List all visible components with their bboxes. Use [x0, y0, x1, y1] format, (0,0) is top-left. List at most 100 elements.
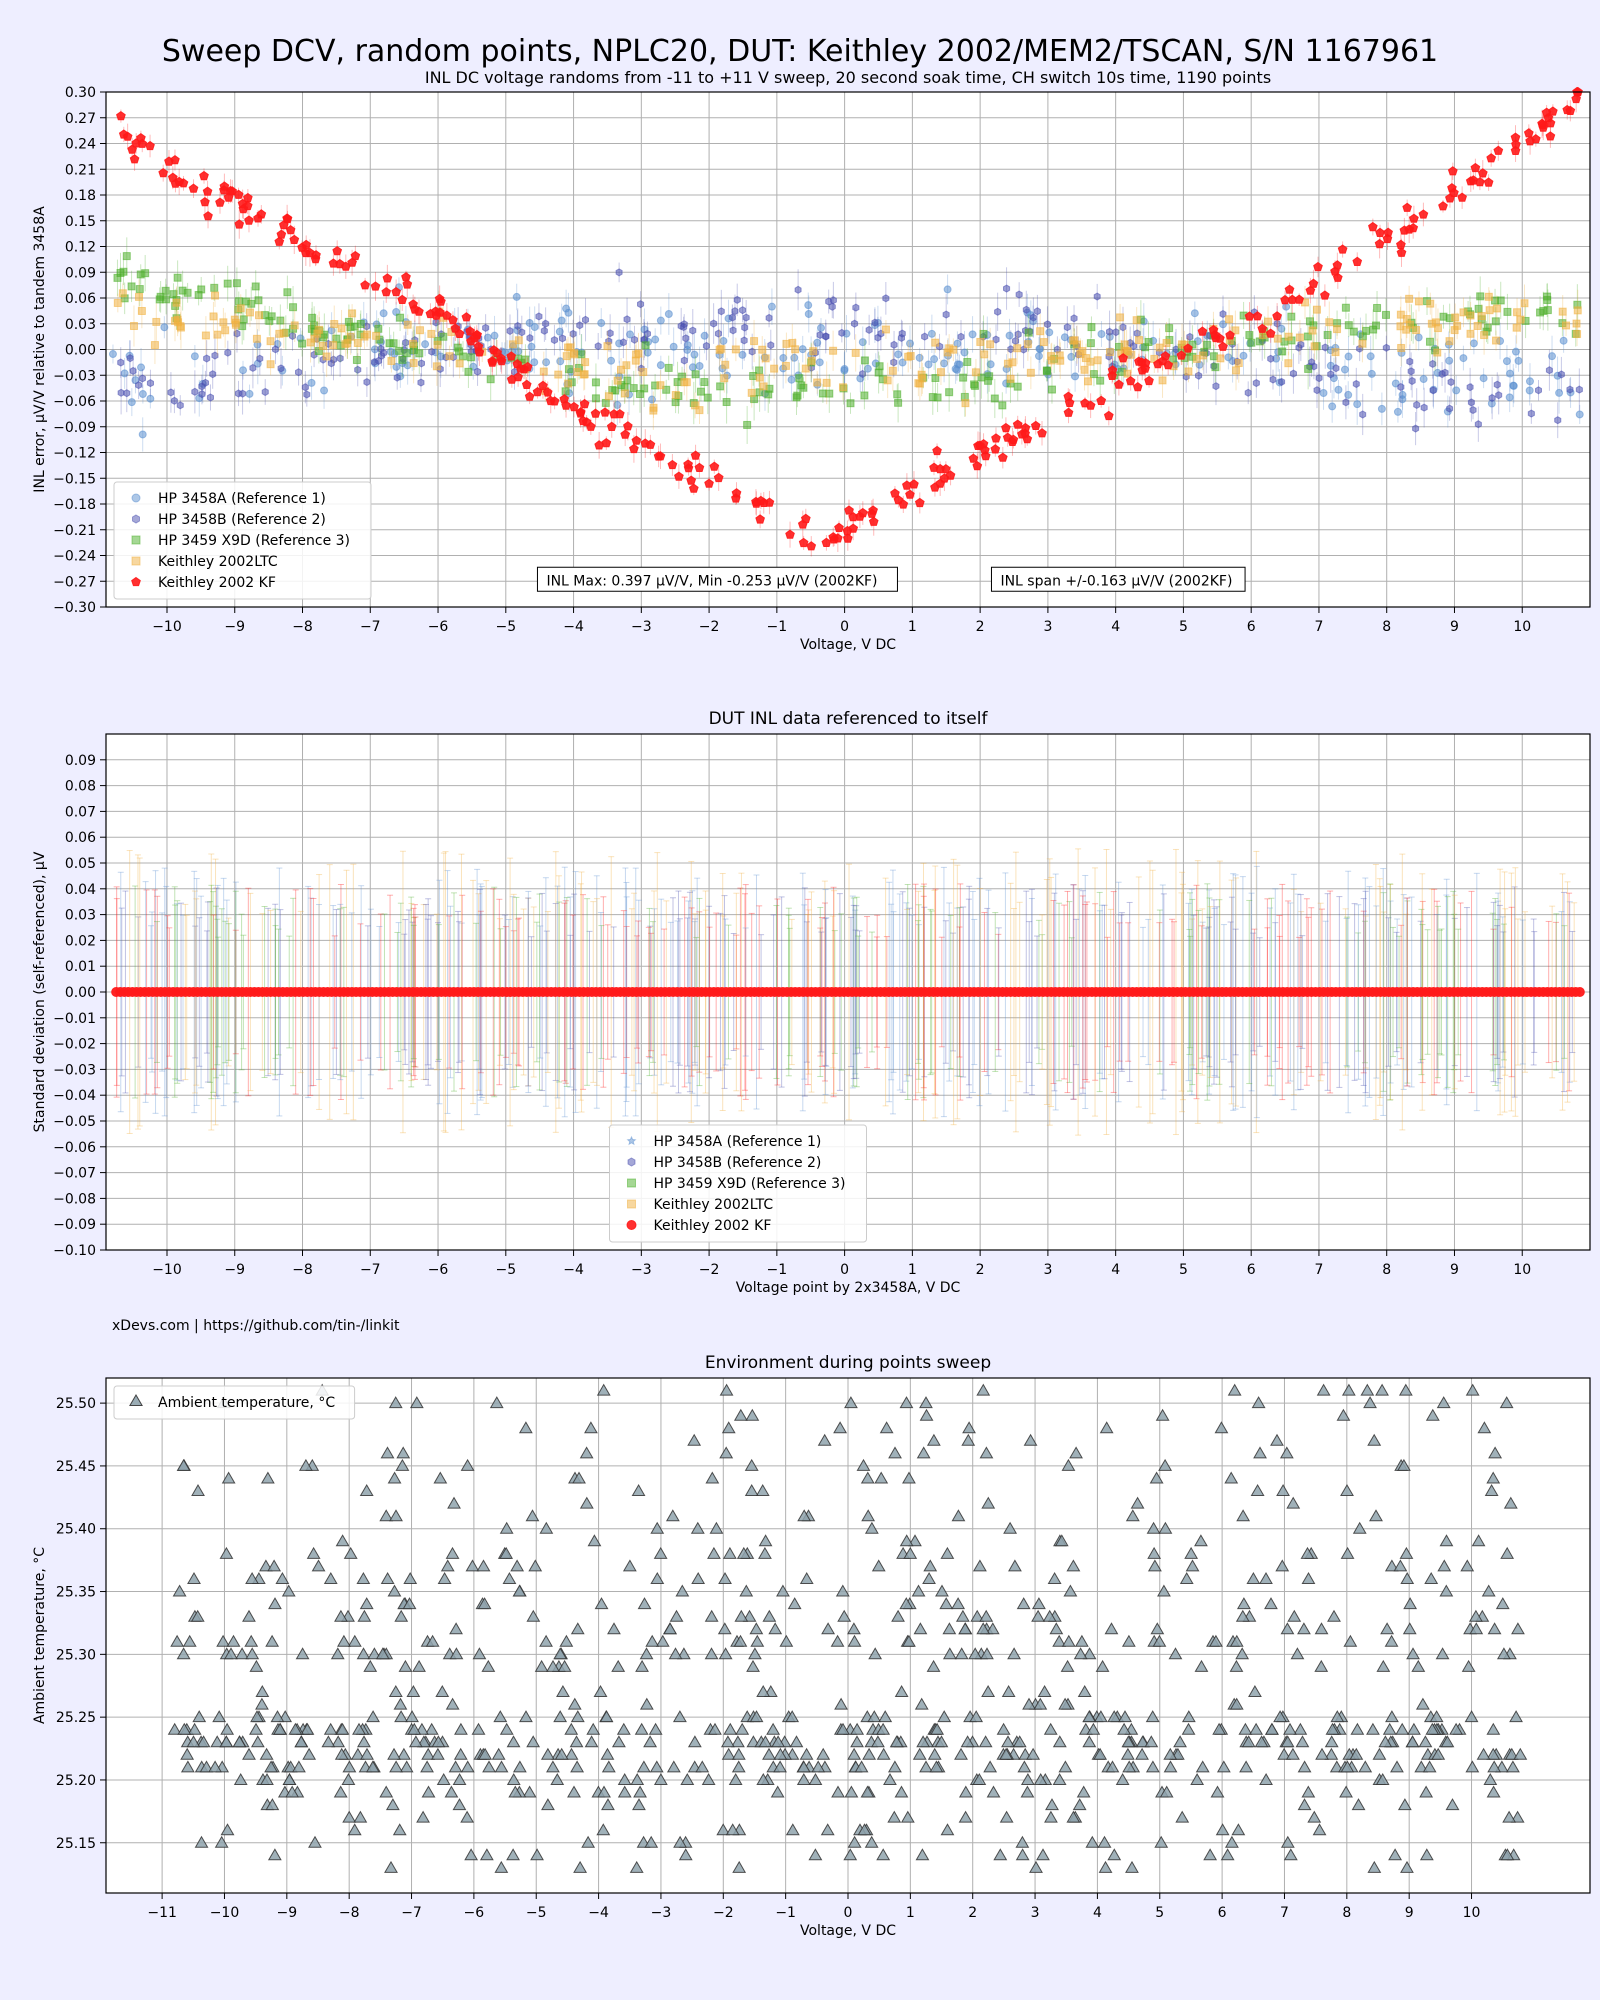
data-point — [1537, 118, 1547, 128]
data-point — [1352, 379, 1360, 389]
data-point — [1445, 193, 1455, 203]
data-point — [1013, 344, 1022, 353]
data-point — [609, 409, 619, 419]
x-tick-label: 6 — [1247, 1262, 1256, 1278]
data-point — [1520, 299, 1529, 308]
data-point — [990, 444, 1001, 454]
legend-frame — [113, 481, 372, 600]
data-point — [1323, 330, 1332, 339]
data-point — [1545, 131, 1556, 141]
data-point — [382, 273, 393, 283]
data-point — [1480, 331, 1489, 340]
data-point — [146, 379, 154, 388]
data-point — [1287, 312, 1296, 321]
data-point — [1304, 364, 1313, 373]
data-point — [1525, 136, 1535, 146]
y-tick-label: −0.07 — [53, 1166, 96, 1182]
data-point — [535, 312, 543, 321]
data-point — [206, 393, 214, 402]
data-point — [690, 350, 699, 359]
data-point — [329, 341, 338, 350]
data-point — [137, 306, 146, 315]
data-point — [255, 311, 264, 320]
data-point — [1278, 347, 1287, 356]
data-point — [1573, 330, 1582, 339]
data-point — [1446, 404, 1454, 413]
data-point — [562, 352, 571, 361]
y-tick-label: −0.21 — [53, 523, 96, 539]
x-tick-label: −8 — [292, 1262, 313, 1278]
data-point — [557, 316, 566, 325]
data-point — [487, 356, 498, 366]
data-point — [582, 315, 589, 324]
x-tick-label: 10 — [1513, 1262, 1531, 1278]
data-point — [1234, 359, 1243, 368]
data-point — [968, 453, 979, 463]
data-point — [695, 406, 704, 415]
legend-marker — [627, 1157, 636, 1167]
data-point — [1257, 323, 1268, 333]
data-point — [1096, 395, 1107, 405]
legend-marker — [627, 1178, 636, 1188]
data-point — [261, 387, 269, 397]
data-point — [871, 318, 879, 327]
data-point — [542, 319, 550, 328]
data-point — [613, 400, 622, 409]
data-point — [1407, 367, 1415, 376]
data-point — [1425, 337, 1434, 346]
data-point — [615, 268, 623, 277]
data-point — [135, 292, 144, 301]
data-point — [113, 298, 122, 307]
x-tick-label: −10 — [152, 619, 182, 635]
data-point — [782, 339, 791, 348]
data-point — [579, 370, 588, 379]
data-point — [682, 334, 690, 343]
data-point — [1447, 378, 1455, 387]
data-point — [1063, 323, 1071, 332]
legend-marker — [132, 514, 140, 524]
data-point — [1140, 363, 1151, 373]
y-tick-label: −0.18 — [53, 497, 96, 513]
data-point — [629, 384, 638, 393]
data-point — [239, 366, 248, 375]
data-point — [860, 356, 869, 365]
data-point — [1017, 429, 1027, 439]
data-point — [906, 351, 915, 360]
data-point — [1337, 244, 1348, 254]
data-point — [363, 330, 372, 339]
data-point — [417, 378, 425, 387]
data-point — [1341, 303, 1350, 312]
data-point — [700, 378, 709, 387]
data-point — [767, 341, 775, 350]
data-point — [178, 286, 187, 295]
data-point — [986, 360, 995, 369]
y-tick-label: 0.00 — [65, 343, 96, 359]
data-point — [1020, 422, 1031, 433]
x-tick-label: 7 — [1314, 619, 1323, 635]
legend-label: HP 3458B (Reference 2) — [158, 512, 326, 528]
data-point — [851, 319, 859, 328]
data-point — [1457, 192, 1467, 202]
data-point — [283, 288, 292, 297]
data-point — [1280, 294, 1290, 305]
data-point — [857, 507, 868, 518]
data-point — [882, 294, 890, 303]
data-point — [893, 390, 902, 399]
data-point — [801, 364, 810, 373]
data-point — [1080, 365, 1089, 374]
data-point — [806, 541, 817, 551]
data-point — [1022, 305, 1030, 314]
chart-3: −11 −10 −9 −8 −7 −6 −5 −4 −3 −2 −1 0 1 2 3 4 5 6 7 8 9 1025.1… — [32, 1353, 1591, 1939]
data-point — [590, 408, 601, 418]
data-point — [1183, 343, 1193, 353]
data-point — [667, 459, 678, 470]
data-point — [527, 342, 536, 351]
data-point — [432, 318, 440, 327]
data-point — [1575, 410, 1584, 419]
data-point — [506, 374, 517, 384]
data-point — [221, 326, 230, 335]
x-tick-label: −3 — [631, 1262, 652, 1278]
data-point — [1535, 386, 1542, 395]
data-point — [282, 213, 292, 223]
data-point — [319, 341, 328, 350]
